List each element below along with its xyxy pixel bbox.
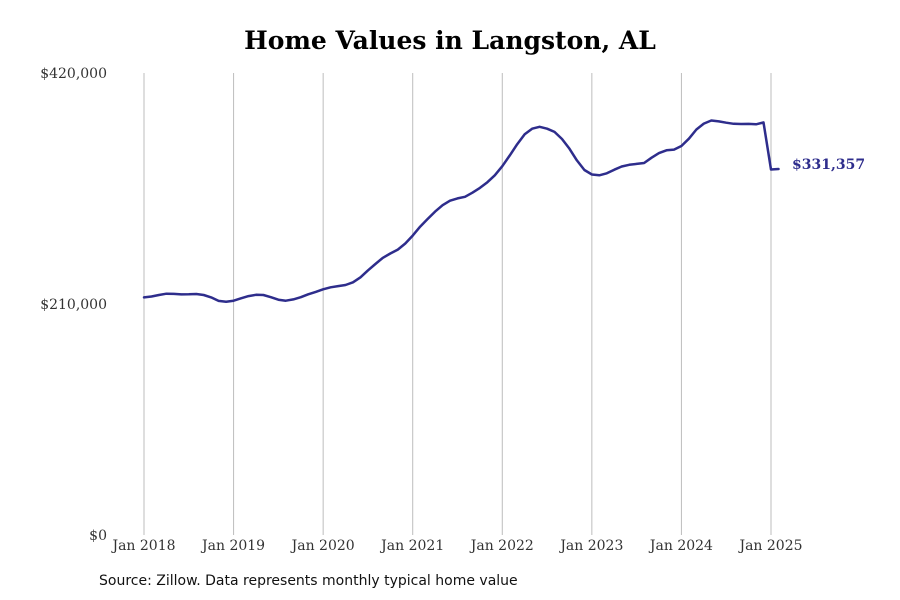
source-note: Source: Zillow. Data represents monthly … — [99, 573, 518, 589]
x-tick-label: Jan 2018 — [110, 538, 175, 554]
x-tick-label: Jan 2025 — [737, 538, 802, 554]
y-tick-label: $210,000 — [40, 297, 107, 313]
end-value-label: $331,357 — [792, 157, 865, 173]
x-tick-label: Jan 2021 — [379, 538, 444, 554]
x-tick-label: Jan 2022 — [469, 538, 534, 554]
y-tick-label: $420,000 — [40, 66, 107, 82]
chart-title: Home Values in Langston, AL — [244, 26, 656, 55]
series-line — [142, 119, 780, 303]
x-tick-label: Jan 2020 — [290, 538, 355, 554]
x-tick-label: Jan 2019 — [200, 538, 265, 554]
x-tick-label: Jan 2023 — [558, 538, 623, 554]
x-tick-label: Jan 2024 — [648, 538, 713, 554]
y-tick-label: $0 — [89, 528, 107, 544]
